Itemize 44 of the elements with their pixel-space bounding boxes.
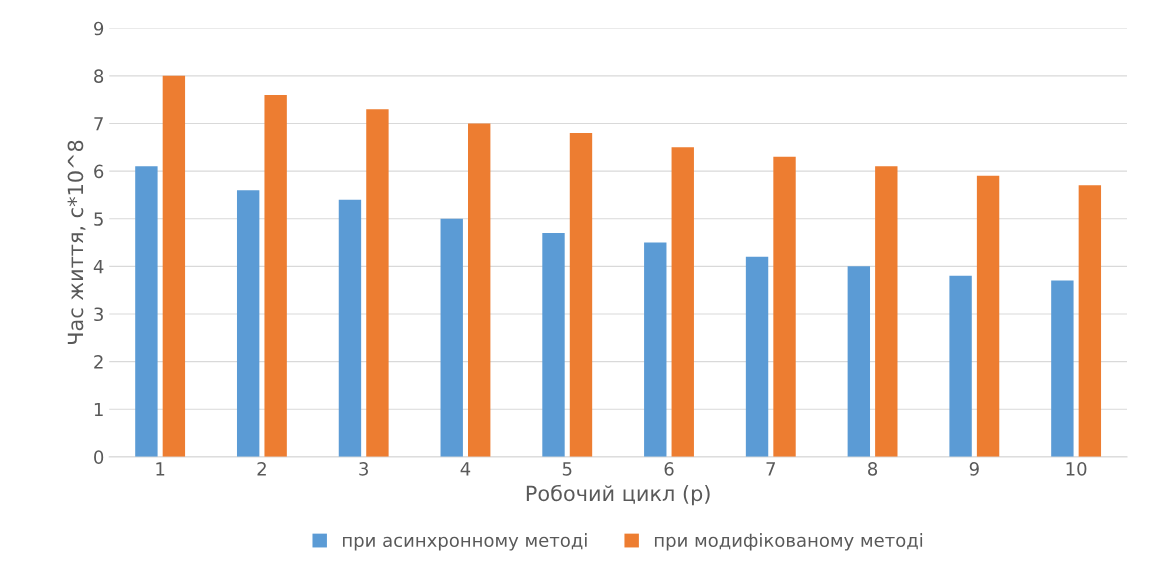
- legend-label: при асинхронному методі: [343, 533, 587, 551]
- x-tick-label: 1: [156, 462, 165, 476]
- x-tick-label: 6: [664, 462, 674, 476]
- x-tick-label: 8: [868, 462, 878, 476]
- bar: [162, 75, 186, 457]
- y-tick-label: 3: [94, 307, 103, 322]
- bar: [338, 199, 362, 457]
- bar: [542, 232, 565, 457]
- y-tick-label: 0: [94, 450, 104, 464]
- bar: [671, 147, 694, 457]
- bar: [264, 94, 287, 457]
- x-tick-label: 9: [969, 462, 979, 476]
- bar: [847, 266, 871, 457]
- x-tick-label: 7: [766, 462, 775, 476]
- y-tick-label: 8: [94, 69, 104, 83]
- x-tick-label: 4: [460, 462, 471, 476]
- y-tick-label: 1: [94, 402, 103, 417]
- bar: [949, 275, 972, 457]
- bar: [135, 166, 158, 457]
- legend-label: при модифікованому методі: [654, 533, 923, 551]
- y-tick-label: 7: [94, 117, 103, 131]
- bar: [773, 156, 796, 457]
- bar: [644, 242, 667, 457]
- bar: [468, 123, 491, 457]
- bar: [366, 109, 389, 457]
- bar: [1051, 280, 1074, 457]
- bar: [236, 190, 260, 457]
- bar: [976, 175, 1000, 457]
- y-tick-label: 5: [94, 212, 103, 226]
- y-tick-label: 4: [93, 260, 104, 274]
- x-tick-label: 5: [562, 462, 572, 476]
- x-tick-label: 2: [257, 462, 266, 476]
- y-tick-label: 6: [94, 164, 104, 179]
- x-axis-title: Робочий цикл (р): [526, 484, 710, 506]
- y-axis-title: Час життя, с*10^8: [67, 140, 86, 345]
- bar: [440, 218, 463, 457]
- bar: [875, 166, 898, 457]
- y-tick-label: 2: [94, 355, 103, 369]
- x-tick-label: 10: [1066, 462, 1087, 476]
- bar: [569, 132, 593, 457]
- x-tick-label: 3: [359, 462, 368, 476]
- bar: [745, 256, 769, 457]
- y-tick-label: 9: [94, 21, 104, 36]
- bar: [1078, 185, 1102, 457]
